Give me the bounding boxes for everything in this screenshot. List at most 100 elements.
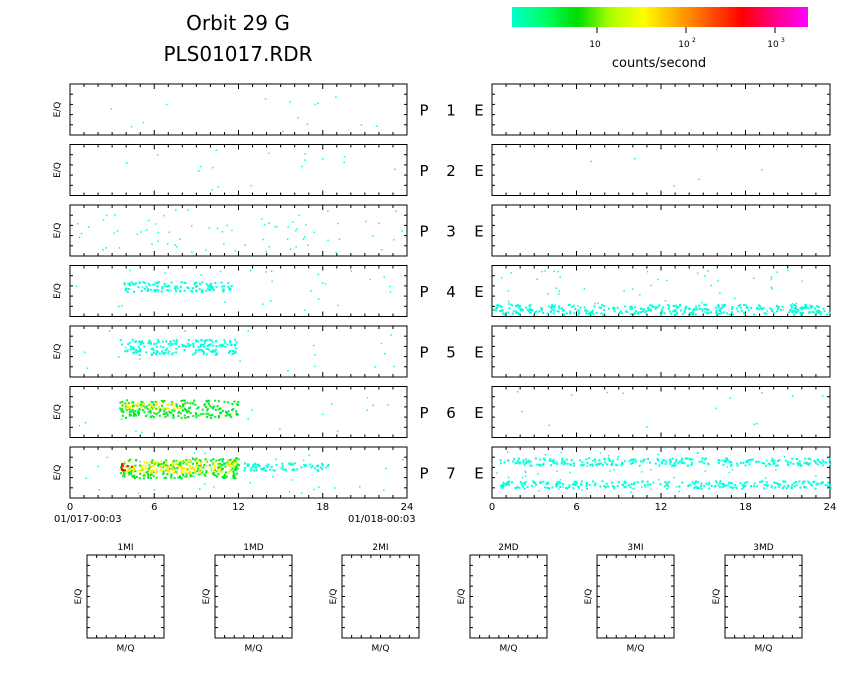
data-band-pixel: [162, 462, 165, 465]
data-band-pixel: [508, 481, 511, 484]
data-band-pixel: [173, 287, 176, 290]
data-band-pixel: [639, 311, 642, 314]
data-band-pixel: [630, 313, 633, 316]
data-pixel: [335, 251, 337, 254]
data-band-pixel: [212, 349, 215, 352]
data-band-pixel: [522, 482, 525, 484]
data-pixel: [803, 462, 805, 465]
data-band-pixel: [773, 481, 776, 484]
data-band-pixel: [171, 402, 174, 405]
data-pixel: [748, 309, 750, 311]
data-pixel: [559, 276, 561, 278]
data-band-pixel: [776, 464, 779, 467]
data-band-pixel: [218, 467, 221, 470]
data-band-pixel: [166, 469, 169, 472]
data-band-pixel: [173, 469, 176, 472]
data-band-pixel: [820, 462, 823, 465]
data-band-pixel: [219, 469, 222, 472]
data-band-pixel: [200, 472, 203, 475]
data-band-pixel: [677, 306, 680, 309]
data-band-pixel: [135, 282, 137, 285]
data-band-pixel: [205, 348, 208, 350]
data-band-pixel: [167, 468, 170, 471]
data-band-pixel: [627, 484, 630, 487]
data-band-pixel: [588, 311, 591, 314]
data-pixel: [148, 219, 150, 222]
data-band-pixel: [185, 469, 188, 471]
data-band-pixel: [781, 305, 784, 308]
data-pixel: [239, 360, 241, 362]
mass-panel-title: 2MD: [498, 543, 518, 553]
data-band-pixel: [769, 307, 772, 310]
data-band-pixel: [795, 458, 798, 461]
data-pixel: [80, 232, 83, 235]
data-band-pixel: [149, 404, 152, 407]
data-band-pixel: [511, 481, 514, 484]
data-pixel: [78, 236, 81, 238]
data-band-pixel: [143, 287, 146, 290]
data-band-pixel: [205, 459, 208, 462]
data-band-pixel: [163, 476, 166, 479]
data-band-pixel: [719, 308, 722, 311]
data-pixel: [217, 186, 219, 188]
data-band-pixel: [701, 308, 704, 311]
data-band-pixel: [665, 460, 668, 463]
data-pixel: [736, 488, 738, 490]
data-band-pixel: [180, 281, 183, 284]
data-band-pixel: [140, 400, 143, 403]
data-pixel: [136, 233, 139, 235]
data-band-pixel: [676, 305, 678, 308]
data-band-pixel: [600, 306, 603, 309]
data-band-pixel: [171, 461, 174, 464]
data-band-pixel: [233, 473, 236, 476]
data-band-pixel: [130, 414, 133, 417]
data-band-pixel: [203, 403, 206, 406]
data-band-pixel: [730, 461, 733, 464]
data-pixel: [597, 302, 599, 304]
data-band-pixel: [177, 415, 180, 418]
data-pixel: [114, 214, 116, 216]
data-band-pixel: [765, 484, 768, 487]
data-band-pixel: [196, 285, 199, 287]
data-band-pixel: [689, 458, 692, 461]
data-pixel: [657, 278, 659, 281]
data-band-pixel: [123, 461, 126, 463]
data-band-pixel: [739, 482, 742, 485]
row-number-label: 1: [446, 102, 456, 120]
data-pixel: [83, 351, 86, 353]
data-band-pixel: [819, 482, 822, 485]
data-band-pixel: [763, 483, 766, 486]
data-band-pixel: [601, 480, 604, 483]
data-band-pixel: [519, 309, 522, 312]
data-band-pixel: [191, 457, 194, 460]
data-band-pixel: [210, 286, 212, 289]
mass-panel-title: 1MD: [243, 543, 263, 553]
data-band-pixel: [215, 474, 218, 477]
data-band-pixel: [194, 411, 197, 414]
data-band-pixel: [217, 472, 220, 475]
data-band-pixel: [132, 467, 135, 470]
data-band-pixel: [192, 353, 195, 356]
data-band-pixel: [231, 352, 234, 355]
data-band-pixel: [198, 472, 201, 475]
data-band-pixel: [539, 464, 541, 467]
data-band-pixel: [663, 312, 666, 315]
data-band-pixel: [813, 311, 815, 314]
data-pixel: [287, 226, 289, 228]
data-band-pixel: [561, 459, 564, 462]
data-band-pixel: [205, 400, 208, 402]
data-band-pixel: [742, 486, 745, 489]
mass-panel-ylabel: E/Q: [584, 589, 594, 605]
data-band-pixel: [514, 305, 517, 308]
data-band-pixel: [150, 406, 153, 409]
data-pixel: [303, 309, 306, 311]
data-band-pixel: [789, 461, 792, 464]
data-pixel: [510, 272, 512, 274]
data-band-pixel: [207, 348, 210, 351]
data-band-pixel: [501, 309, 504, 312]
data-band-pixel: [647, 483, 649, 486]
data-band-pixel: [179, 285, 182, 288]
data-band-pixel: [545, 483, 548, 486]
data-band-pixel: [591, 309, 594, 312]
data-band-pixel: [166, 467, 169, 470]
